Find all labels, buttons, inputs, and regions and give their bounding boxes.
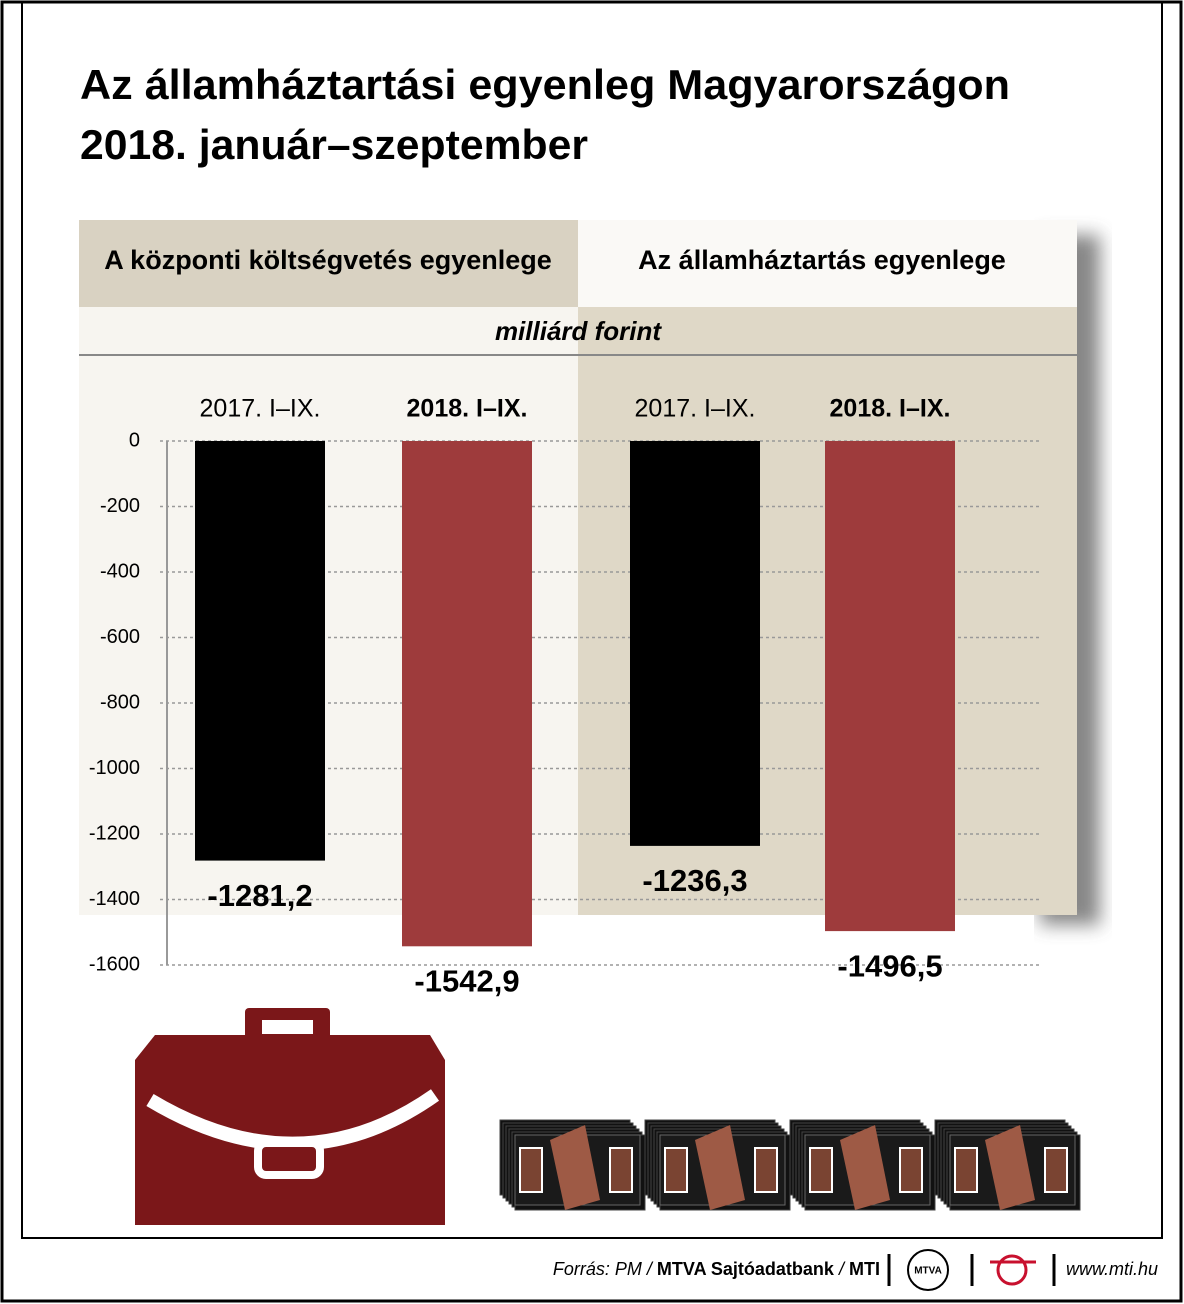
website: www.mti.hu [1066,1259,1158,1279]
band [840,1125,890,1210]
value-label: -1496,5 [837,948,942,983]
bar [825,441,955,932]
y-tick-label: -1400 [89,888,140,910]
bill-window [519,1147,543,1193]
bill-window [664,1147,688,1193]
y-tick-label: -200 [100,495,140,517]
bill-window [754,1147,778,1193]
band [985,1125,1035,1210]
panel-header-bg [79,220,578,307]
panel-title: A központi költségvetés egyenlege [104,245,552,275]
y-tick-label: -800 [100,691,140,713]
bar [402,441,532,947]
bill-window [809,1147,833,1193]
category-label: 2017. I–IX. [200,395,321,423]
band [695,1125,745,1210]
money-stack [644,1119,791,1211]
bill-window [899,1147,923,1193]
value-label: -1281,2 [207,878,312,913]
category-label: 2018. I–IX. [830,395,951,423]
y-tick-label: 0 [129,429,140,451]
unit-label: milliárd forint [495,316,662,346]
money-stack [789,1119,936,1211]
value-label: -1542,9 [414,963,519,998]
source-part: Forrás: PM / [553,1259,654,1279]
title-line: 2018. január–szeptember [80,121,588,168]
y-tick-label: -1600 [89,953,140,975]
panel-header-bg [578,220,1077,307]
logo-text: MTVA [914,1266,942,1277]
logo [907,1249,949,1291]
title-line: Az államháztartási egyenleg Magyarország… [80,61,1010,108]
bar [630,441,760,846]
category-label: 2017. I–IX. [635,395,756,423]
money-icons [499,1119,1081,1211]
source-part: MTI [849,1259,880,1279]
bill-window [954,1147,978,1193]
plot: 0 -200 -400 -600 -800 -1000 -1200 -1400 -1600 201… [89,395,1040,998]
y-tick-label: -1000 [89,757,140,779]
y-tick-label: -1200 [89,822,140,844]
source: Forrás: PM / MTVA Sajtóadatbank / MTI [553,1259,880,1279]
y-tick-label: -600 [100,626,140,648]
briefcase-icon [135,1008,445,1225]
y-tick-label: -400 [100,560,140,582]
bar [195,441,325,861]
bill-window [609,1147,633,1193]
source-part: / [837,1259,846,1279]
value-label: -1236,3 [642,863,747,898]
band [550,1125,600,1210]
bill-window [1044,1147,1068,1193]
mti-logo [990,1254,1036,1286]
panel-title: Az államháztartás egyenlege [638,245,1006,275]
money-stack [934,1119,1081,1211]
source-part: MTVA Sajtóadatbank [657,1259,835,1279]
money-stack [499,1119,646,1211]
category-label: 2018. I–IX. [407,395,528,423]
